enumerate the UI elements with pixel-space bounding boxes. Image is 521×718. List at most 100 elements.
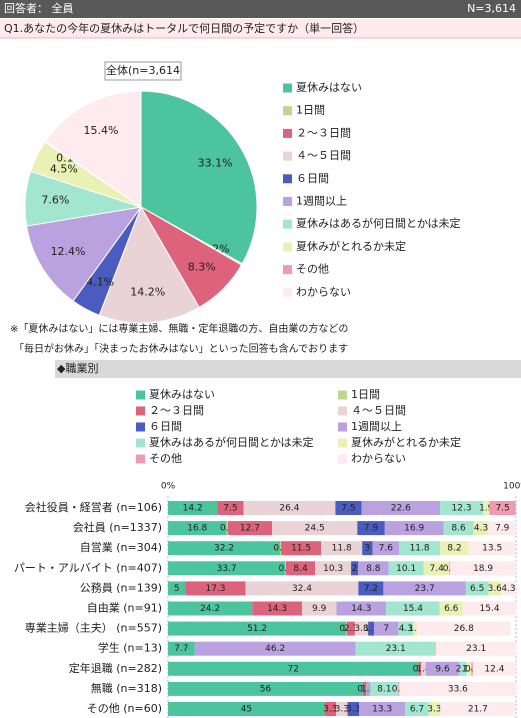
- segment-label: 3.6: [488, 584, 503, 594]
- legend-label: ２～３日間: [296, 126, 351, 139]
- legend-label: 1週間以上: [296, 195, 347, 208]
- bar-segment: [472, 661, 516, 676]
- bar-segment: [440, 541, 469, 556]
- bar-segment: [168, 681, 363, 696]
- segment-label: 4.3: [399, 624, 413, 634]
- segment-label: 7.2: [364, 584, 378, 594]
- segment-label: 2: [352, 564, 358, 574]
- segment-label: 15.4: [403, 604, 423, 614]
- legend-swatch: [338, 390, 347, 400]
- row-label: 専業主婦（主夫） (n=557): [25, 621, 162, 635]
- bar-segment: [413, 621, 418, 636]
- bar-segment: [417, 621, 511, 636]
- bar-segment: [226, 521, 228, 536]
- segment-label: 23.7: [415, 584, 435, 594]
- segment-label: 3: [365, 544, 371, 554]
- bar-segment: [354, 621, 369, 636]
- legend-swatch: [338, 422, 347, 432]
- bar-segment: [440, 702, 516, 716]
- bar-segment: [383, 581, 466, 596]
- segment-label: 0.2: [443, 564, 457, 574]
- row-label: 学生 (n=13): [98, 641, 162, 655]
- legend-label: ４～５日間: [351, 404, 406, 417]
- pie-subtitle: 全体(n=3,614: [106, 63, 180, 77]
- legend-label: 夏休みはない: [149, 388, 215, 401]
- segment-label: 14.2: [183, 504, 203, 514]
- legend-label: 夏休みはあるが何日間とかは未定: [149, 435, 314, 449]
- segment-label: 0.9: [357, 684, 372, 694]
- pie-slice: [98, 205, 200, 324]
- bar-segment: [368, 621, 375, 636]
- bar-segment: [462, 601, 517, 616]
- bar-segment: [440, 501, 483, 515]
- row-label: 会社員 (n=1337): [73, 520, 162, 534]
- bar-segment: [459, 661, 467, 676]
- bar-segment: [168, 702, 325, 716]
- segment-label: 17.3: [205, 584, 225, 594]
- bar-segment: [418, 661, 421, 676]
- bar-segment: [465, 581, 489, 596]
- legend-swatch: [338, 406, 347, 416]
- legend-swatch: [283, 197, 292, 206]
- legend-swatch: [283, 265, 292, 275]
- segment-label: 16.8: [187, 524, 207, 534]
- legend-swatch: [136, 438, 145, 448]
- bar-segment: [168, 541, 281, 556]
- bar-segment: [443, 521, 474, 536]
- segment-label: 3.8: [354, 624, 369, 634]
- bar-segment: [398, 621, 414, 636]
- bar-segment: [281, 541, 322, 556]
- legend-swatch: [136, 422, 145, 432]
- legend-swatch: [283, 174, 292, 184]
- row-label: 会社役員・経営者 (n=106): [25, 500, 162, 514]
- bar-segment: [399, 541, 441, 556]
- bar-segment: [466, 661, 472, 676]
- segment-label: 1.4: [462, 664, 477, 674]
- bar-segment: [362, 681, 367, 696]
- section-title: ◆職業別: [57, 362, 98, 375]
- bar-segment: [168, 641, 195, 656]
- bar-segment: [488, 521, 516, 536]
- x-tick-label: 0%: [161, 482, 176, 492]
- segment-label: 3.3: [335, 705, 349, 715]
- bar-segment: [450, 561, 516, 576]
- segment-label: 23.1: [386, 644, 406, 654]
- bar-segment: [336, 601, 387, 616]
- segment-label: 14.3: [351, 604, 371, 614]
- segment-label: 0.2: [339, 624, 353, 634]
- note: ※「夏休みはない」には専業主婦、無職・定年退職の方、自由業の方などの: [10, 322, 348, 335]
- bar-segment: [357, 521, 385, 536]
- row-label: 無職 (n=318): [91, 681, 162, 695]
- bar-segment: [168, 521, 227, 536]
- legend-label: ２～３日間: [149, 404, 204, 417]
- bar-segment: [420, 661, 426, 676]
- segment-label: 12.7: [240, 524, 260, 534]
- slice-label: 12.4%: [51, 245, 86, 258]
- row-label: 自由業 (n=91): [87, 601, 162, 615]
- segment-label: 8.2: [447, 544, 461, 554]
- segment-label: 72: [288, 664, 299, 674]
- slice-label: 4.5%: [50, 162, 78, 175]
- bar-segment: [346, 621, 347, 636]
- segment-label: 11.8: [410, 544, 430, 554]
- bar-segment: [428, 702, 441, 716]
- segment-label: 7.5: [495, 504, 509, 514]
- segment-label: 10.1: [396, 564, 416, 574]
- segment-label: 14.3: [267, 604, 287, 614]
- x-tick-label: 100%: [503, 482, 521, 492]
- segment-label: 12.3: [452, 504, 472, 514]
- segment-label: 24.5: [305, 524, 325, 534]
- bar-segment: [482, 501, 490, 515]
- bar-segment: [285, 561, 286, 576]
- segment-label: 3.3: [346, 705, 360, 715]
- segment-label: 7: [383, 624, 389, 634]
- legend-swatch: [338, 454, 347, 464]
- slice-label: 4.1%: [86, 275, 114, 288]
- bar-segment: [449, 561, 451, 576]
- legend-swatch: [283, 287, 292, 297]
- legend-label: 夏休みはない: [296, 81, 362, 94]
- pie-subtitle-box: [104, 61, 182, 81]
- segment-label: 7.4: [429, 564, 444, 574]
- segment-label: 51.2: [247, 624, 267, 634]
- bar-segment: [361, 501, 441, 515]
